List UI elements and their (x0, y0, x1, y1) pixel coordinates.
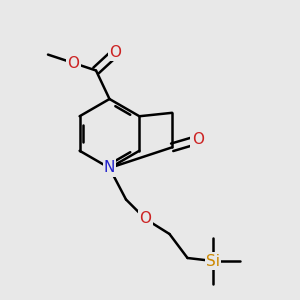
Text: N: N (104, 160, 115, 175)
Text: O: O (192, 132, 204, 147)
Text: O: O (68, 56, 80, 70)
Text: Si: Si (206, 254, 220, 268)
Text: O: O (140, 212, 152, 226)
Text: O: O (110, 45, 122, 60)
